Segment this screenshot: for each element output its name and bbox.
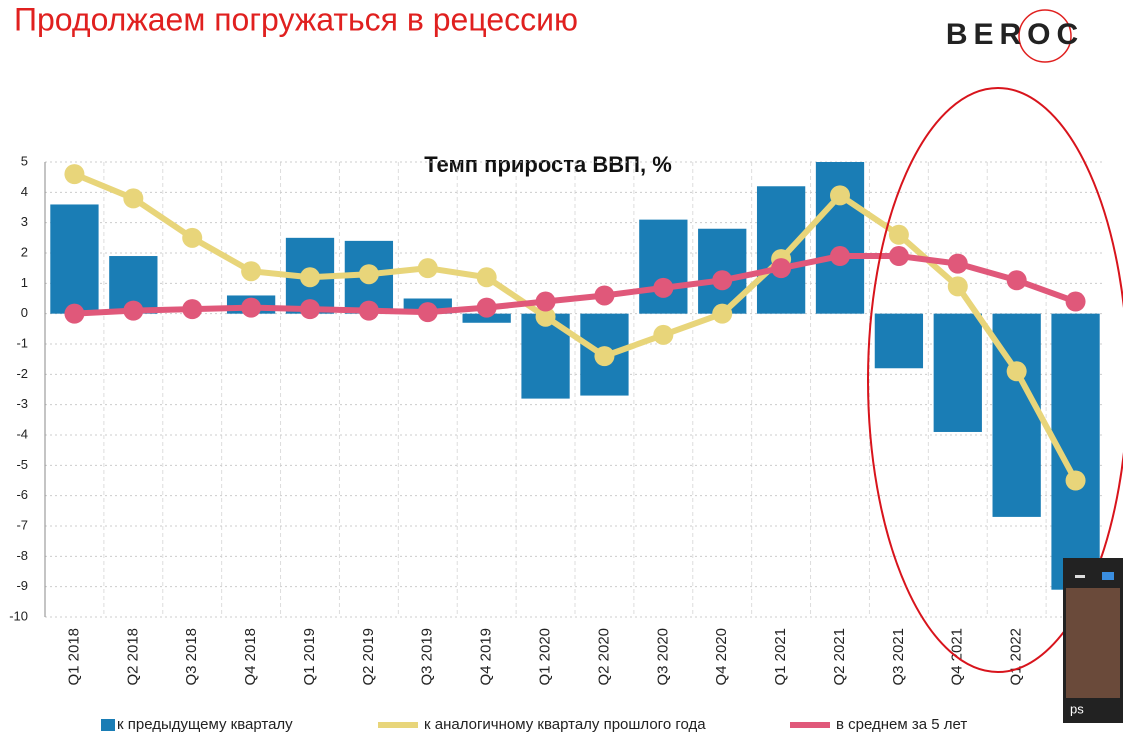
legend-label: в среднем за 5 лет [836,716,967,733]
point [476,267,497,288]
y-tick-label: -7 [16,517,28,532]
y-tick-label: 4 [21,184,28,199]
y-tick-label: -10 [9,608,28,623]
x-tick-label: Q1 2018 [65,628,82,686]
y-tick-label: 5 [21,153,28,168]
video-button[interactable] [1075,575,1085,578]
point [712,303,733,324]
point [653,324,674,345]
y-tick-label: 0 [21,305,28,320]
point [1065,470,1086,491]
point [64,164,85,185]
point [1006,361,1027,382]
highlight-ellipse [867,87,1123,673]
x-tick-label: Q1 2022 [1008,628,1025,686]
point [771,258,792,279]
x-tick-label: Q1 2021 [772,628,789,686]
video-button[interactable] [1102,572,1114,580]
point [358,264,379,285]
legend-swatch [101,719,115,731]
x-tick-label: Q4 2018 [242,628,259,686]
point [535,306,556,327]
slide-title: Продолжаем погружаться в рецессию [14,1,578,37]
point [417,302,438,323]
x-tick-label: Q3 2018 [183,628,200,686]
point [182,299,203,320]
point [830,246,850,267]
bar [874,313,924,369]
y-tick-label: 3 [21,214,28,229]
y-tick-label: -2 [16,366,28,381]
bar [462,313,511,323]
point [241,261,262,282]
x-tick-label: Q3 2019 [419,628,436,686]
x-tick-label: Q1 2019 [301,628,318,686]
y-tick-label: 2 [21,244,28,259]
video-label: ps [1070,701,1084,716]
point [947,276,968,297]
point [535,291,556,312]
point [1065,291,1086,312]
x-tick-label: Q2 2020 [595,628,612,686]
video-frame [1066,588,1120,698]
point [123,300,144,321]
point [594,285,615,306]
chart-title: Темп прироста ВВП, % [424,152,672,177]
y-tick-label: -5 [16,457,28,472]
point [241,297,262,318]
y-tick-label: -6 [16,487,28,502]
y-tick-label: -3 [16,396,28,411]
line [73,171,1079,482]
point [417,258,438,279]
x-tick-label: Q3 2021 [890,628,907,686]
logo-ring [1018,9,1072,63]
y-tick-label: -1 [16,335,28,350]
point [594,346,615,367]
x-tick-label: Q4 2019 [478,628,495,686]
x-tick-label: Q1 2020 [537,628,554,686]
point [300,299,320,320]
point [888,246,909,267]
logo: BEROC [946,18,1084,51]
x-tick-label: Q3 2020 [654,628,671,686]
point [300,267,320,288]
legend-label: к предыдущему кварталу [117,716,293,733]
bar [933,313,982,432]
x-tick-label: Q2 2018 [124,628,141,686]
point [182,227,203,248]
point [64,303,85,324]
point [1006,270,1027,291]
x-tick-label: Q4 2020 [713,628,730,686]
bar [815,162,865,314]
x-tick-label: Q2 2021 [831,628,848,686]
point [358,300,379,321]
point [947,253,968,274]
point [123,188,144,209]
bar [639,219,688,314]
point [712,270,733,291]
y-tick-label: -8 [16,548,28,563]
y-tick-label: -4 [16,426,28,441]
point [888,224,909,245]
y-tick-label: -9 [16,578,28,593]
legend-label: к аналогичному кварталу прошлого года [424,716,706,733]
point [653,277,674,298]
bar [50,204,99,314]
y-tick-label: 1 [21,275,28,290]
x-tick-label: Q2 2019 [360,628,377,686]
point [476,297,497,318]
point [830,185,850,206]
